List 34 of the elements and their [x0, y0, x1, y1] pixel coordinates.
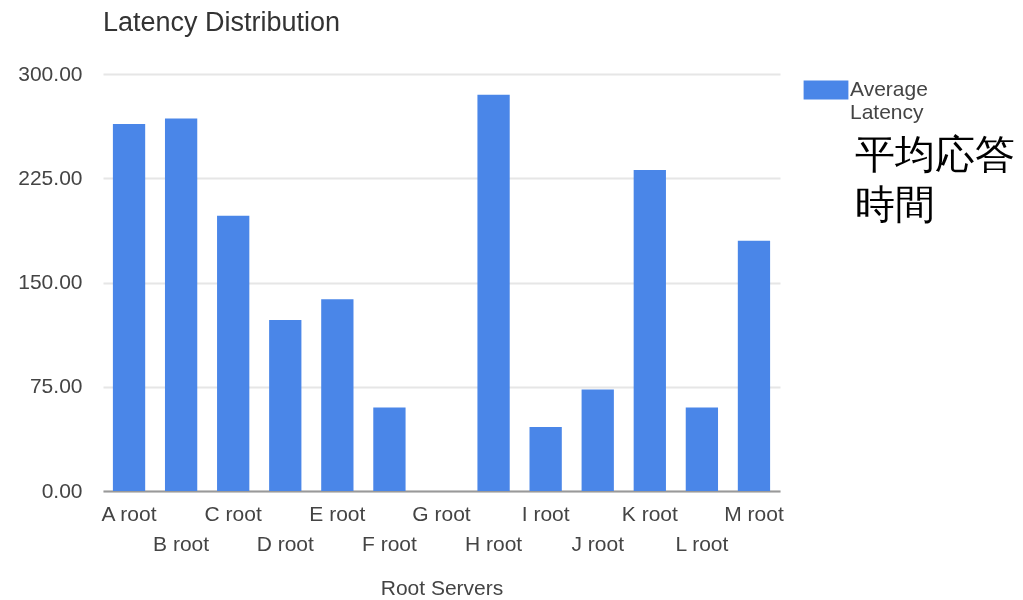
x-tick-label: I root: [521, 501, 570, 525]
bar: [477, 94, 510, 491]
bar: [112, 124, 146, 491]
y-tick-label: 75.00: [29, 374, 83, 398]
x-tick-label: A root: [101, 501, 157, 525]
x-tick-label: E root: [309, 501, 366, 525]
bar: [685, 407, 719, 491]
x-tick-label: D root: [256, 531, 315, 555]
x-tick-label: B root: [153, 531, 210, 555]
x-tick-label: L root: [675, 531, 729, 555]
bar: [581, 389, 614, 491]
bar: [321, 299, 354, 491]
x-tick-label: F root: [361, 531, 418, 555]
bar: [373, 407, 406, 491]
bar: [737, 240, 771, 491]
y-tick-label: 150.00: [18, 270, 83, 293]
x-axis-title: Root Servers: [380, 575, 504, 599]
x-tick-label: H root: [464, 531, 523, 555]
legend-label: Average Latency: [850, 77, 928, 123]
x-tick-label: K root: [621, 501, 678, 525]
bar: [269, 320, 302, 491]
bar: [633, 169, 666, 491]
y-tick-label: 0.00: [41, 478, 83, 502]
y-tick-label: 300.00: [18, 61, 83, 85]
x-tick-label: C root: [204, 501, 262, 525]
bar: [529, 427, 562, 491]
bar: [217, 215, 250, 491]
chart-title: Latency Distribution: [103, 7, 341, 37]
x-tick-label: J root: [571, 531, 625, 555]
bar: [164, 118, 198, 491]
x-tick-label: G root: [412, 501, 471, 525]
y-tick-label: 225.00: [18, 165, 83, 189]
text: 平均応答時間: [855, 131, 1015, 227]
x-tick-label: M root: [724, 501, 784, 525]
